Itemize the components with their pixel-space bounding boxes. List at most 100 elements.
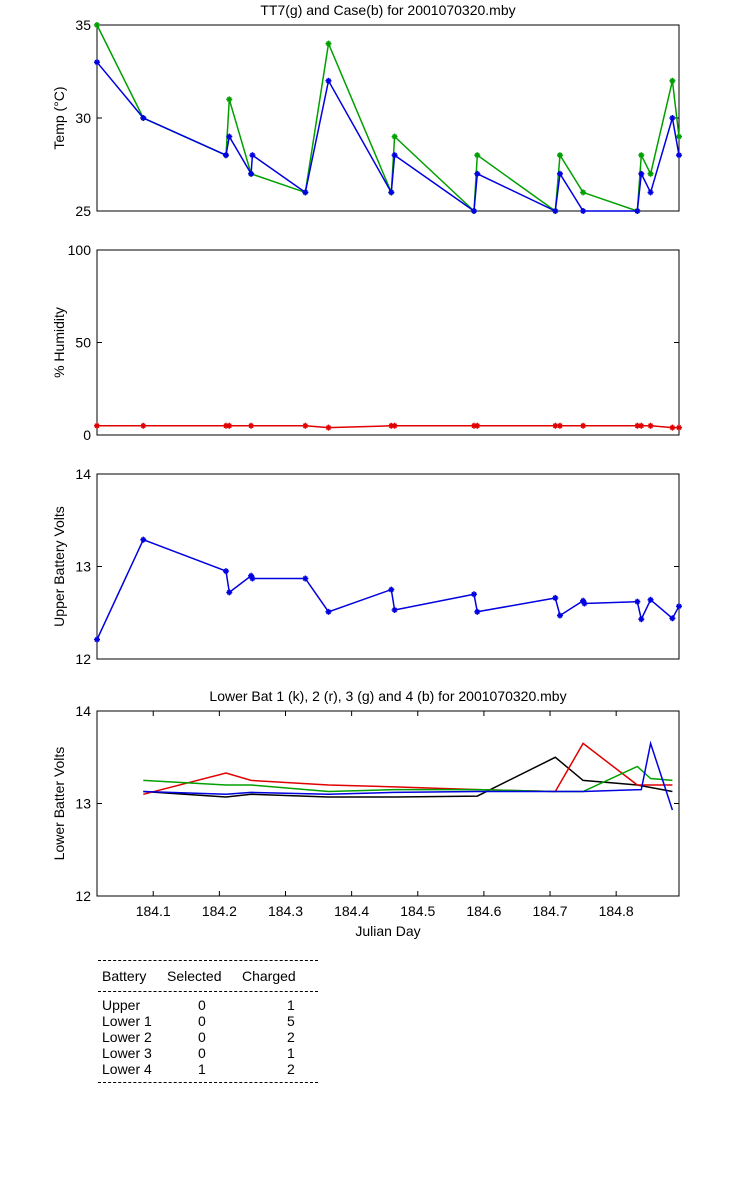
y-tick-label: 35 xyxy=(75,17,91,33)
data-point xyxy=(638,170,645,177)
data-point xyxy=(226,589,233,596)
x-tick-label: 184.1 xyxy=(136,903,171,919)
data-point xyxy=(302,189,309,196)
battery-selected: 0 xyxy=(198,1045,206,1061)
data-point xyxy=(226,133,233,140)
battery-selected: 0 xyxy=(198,1013,206,1029)
x-tick-label: 184.3 xyxy=(268,903,303,919)
header-battery: Battery xyxy=(102,968,147,984)
y-tick-label: 100 xyxy=(68,242,92,258)
battery-selected: 0 xyxy=(198,997,206,1013)
table-divider xyxy=(98,991,318,992)
x-tick-label: 184.8 xyxy=(599,903,634,919)
data-point xyxy=(226,96,233,103)
y-tick-label: 14 xyxy=(75,703,91,719)
data-point xyxy=(638,152,645,159)
series-line-humidity xyxy=(97,425,679,429)
data-point xyxy=(222,568,229,575)
battery-table: Battery Selected Charged Upper 0 1 Lower… xyxy=(98,960,318,1083)
plot-frame xyxy=(96,249,680,436)
table-row: Lower 1 0 5 xyxy=(98,1013,318,1029)
table-header-row: Battery Selected Charged xyxy=(98,961,318,991)
data-point xyxy=(676,152,682,159)
y-tick-label: 0 xyxy=(83,427,91,443)
data-point xyxy=(248,170,255,177)
data-point xyxy=(140,422,147,429)
chart-title: Lower Bat 1 (k), 2 (r), 3 (g) and 4 (b) … xyxy=(209,688,566,704)
data-point xyxy=(222,152,229,159)
y-axis-label: Lower Batter Volts xyxy=(51,747,67,861)
data-point xyxy=(140,536,147,543)
battery-charged: 2 xyxy=(287,1061,295,1077)
data-point xyxy=(325,77,332,84)
plot-frame xyxy=(96,473,680,660)
table-divider xyxy=(98,960,318,961)
data-point xyxy=(647,189,654,196)
data-point xyxy=(474,152,481,159)
data-point xyxy=(325,424,332,431)
battery-charged: 5 xyxy=(287,1013,295,1029)
data-point xyxy=(647,422,654,429)
data-point xyxy=(669,615,676,622)
data-point xyxy=(391,606,398,613)
series-line-lower-2 xyxy=(143,742,673,796)
y-axis-label: Upper Battery Volts xyxy=(51,506,67,627)
data-point xyxy=(249,575,256,582)
data-point xyxy=(669,115,676,121)
data-point xyxy=(676,133,682,140)
x-axis-label: Julian Day xyxy=(355,923,420,939)
figure-canvas: 25 30 35 TT7(g) and Case(b) for 2001070320.… xyxy=(51,2,682,939)
data-point xyxy=(474,422,481,429)
data-point xyxy=(580,208,587,214)
x-tick-label: 184.4 xyxy=(334,903,369,919)
data-point xyxy=(647,170,654,177)
data-point xyxy=(556,612,563,619)
battery-charged: 2 xyxy=(287,1029,295,1045)
data-point xyxy=(249,152,256,159)
header-selected: Selected xyxy=(167,968,222,984)
battery-name: Lower 1 xyxy=(102,1013,152,1029)
data-point xyxy=(140,115,147,121)
y-tick-label: 14 xyxy=(75,466,91,482)
data-point xyxy=(94,636,100,643)
data-point xyxy=(580,189,587,196)
series-line-upper xyxy=(96,538,680,640)
battery-name: Lower 3 xyxy=(102,1045,152,1061)
series-line-lower-3 xyxy=(143,765,673,793)
table-row: Lower 3 0 1 xyxy=(98,1045,318,1061)
data-point xyxy=(581,600,588,607)
data-point xyxy=(556,422,563,429)
data-point xyxy=(638,422,645,429)
data-point xyxy=(391,422,398,429)
data-point xyxy=(302,575,309,582)
y-tick-label: 50 xyxy=(75,335,91,351)
data-point xyxy=(325,40,332,47)
data-point xyxy=(470,591,477,598)
data-point xyxy=(94,422,100,429)
data-point xyxy=(391,152,398,159)
y-tick-label: 13 xyxy=(75,796,91,812)
data-point xyxy=(556,170,563,177)
data-point xyxy=(669,77,676,84)
table-divider xyxy=(98,1082,318,1083)
series-line-tt7 xyxy=(96,24,680,213)
header-charged: Charged xyxy=(242,968,296,984)
table-row: Upper 0 1 xyxy=(98,997,318,1013)
y-axis-label: % Humidity xyxy=(51,307,67,378)
data-point xyxy=(634,208,641,214)
data-point xyxy=(391,133,398,140)
x-tick-label: 184.2 xyxy=(202,903,237,919)
data-point xyxy=(226,422,233,429)
battery-charged: 1 xyxy=(287,997,295,1013)
table-row: Lower 2 0 2 xyxy=(98,1029,318,1045)
data-point xyxy=(638,616,645,623)
x-tick-label: 184.5 xyxy=(400,903,435,919)
data-point xyxy=(634,598,641,605)
data-point xyxy=(94,59,100,66)
data-point xyxy=(474,608,481,615)
y-tick-label: 30 xyxy=(75,110,91,126)
data-point xyxy=(470,208,477,214)
battery-selected: 1 xyxy=(198,1061,206,1077)
data-point xyxy=(248,422,255,429)
y-tick-label: 12 xyxy=(75,651,91,667)
